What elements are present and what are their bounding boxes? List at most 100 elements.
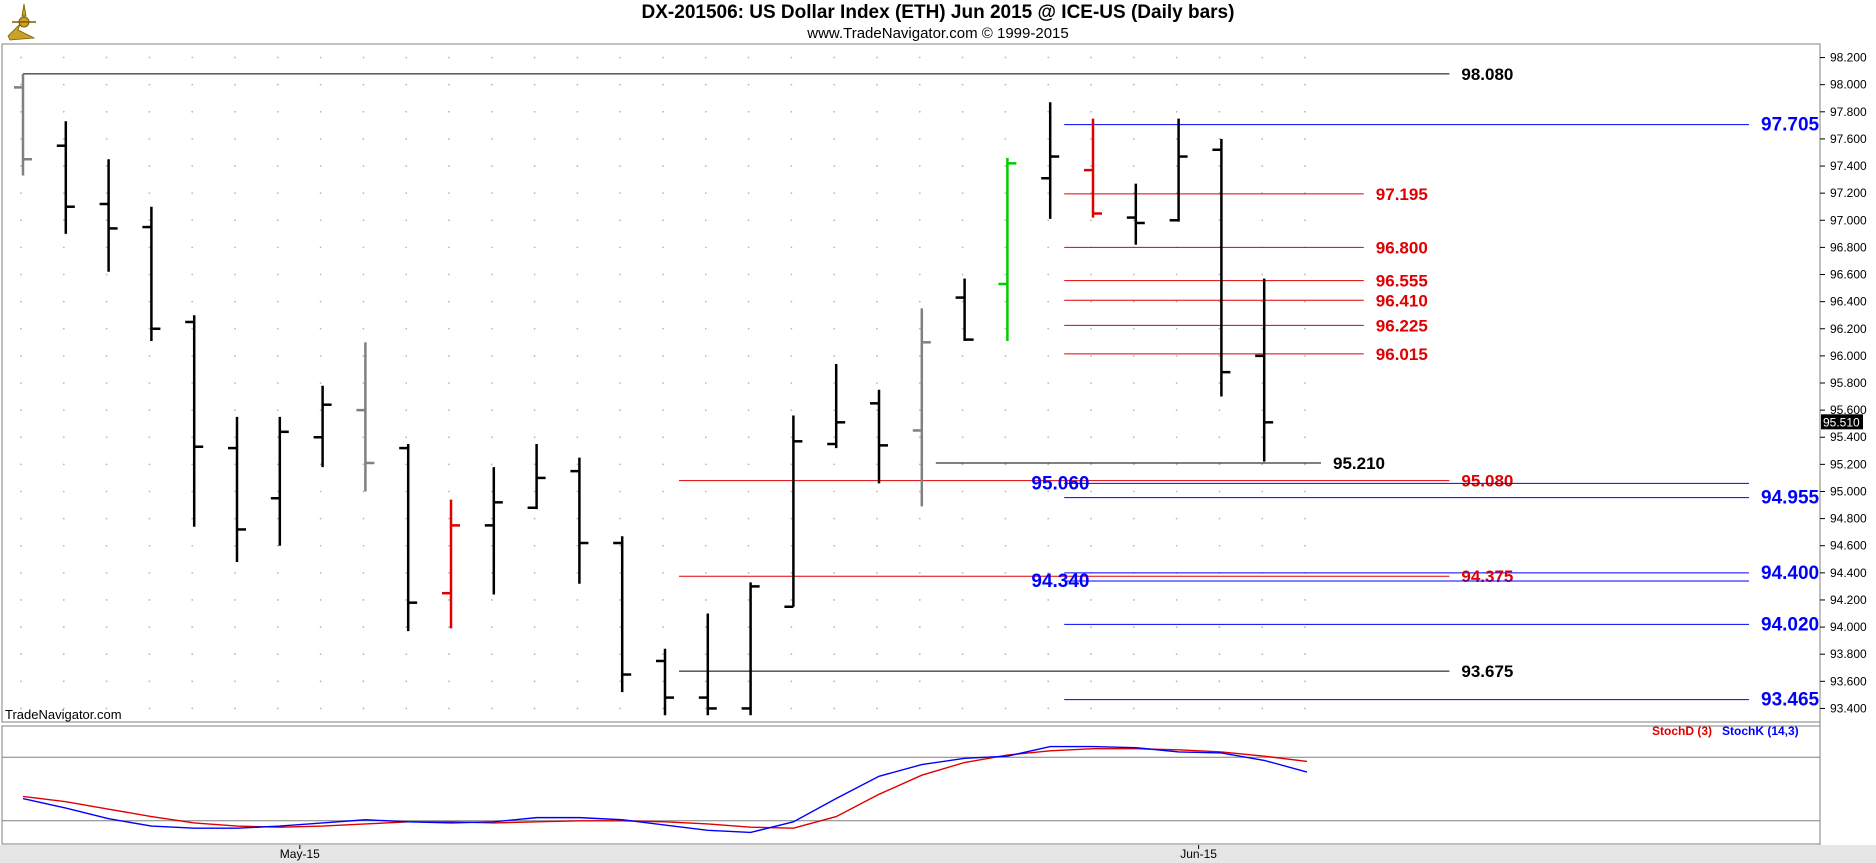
grid-dot (362, 382, 365, 384)
grid-dot (490, 300, 493, 303)
stoch-series-line (22, 745, 1308, 834)
grid-dot (319, 707, 322, 710)
grid-dot (191, 354, 194, 357)
grid-dot (191, 680, 194, 683)
grid-dot (662, 219, 664, 222)
grid-dot (619, 83, 622, 86)
grid-dot (662, 327, 664, 330)
grid-dot (191, 490, 194, 493)
grid-dot (276, 83, 279, 86)
grid-dot (918, 83, 921, 86)
grid-dot (1304, 56, 1306, 59)
grid-dot (191, 273, 194, 276)
grid-dot (1175, 327, 1178, 330)
grid-dot (191, 83, 194, 86)
grid-dot (1132, 138, 1135, 140)
grid-dot (490, 490, 493, 493)
grid-dot (1132, 680, 1135, 683)
grid-dot (533, 192, 536, 195)
axes: 98.200 98.000 97.800 97.600 97.400 97.200 97.0… (0, 43, 1876, 863)
grid-dot (405, 110, 408, 113)
grid-dot (191, 463, 194, 466)
y-tick-label: 97.400 (1830, 159, 1867, 173)
grid-dot (619, 463, 622, 466)
grid-dot (747, 192, 750, 195)
grid-dot (448, 165, 450, 167)
grid-dot (876, 273, 878, 276)
grid-dot (619, 490, 622, 493)
grid-dot (704, 219, 707, 222)
grid-dot (704, 653, 707, 656)
grid-dot (1047, 571, 1050, 574)
grid-dot (619, 599, 622, 601)
grid-dot (62, 219, 65, 222)
grid-dot (918, 246, 921, 249)
grid-dot (1132, 219, 1135, 222)
grid-dot (747, 517, 750, 520)
grid-dot (319, 354, 322, 357)
grid-dot (62, 246, 65, 249)
grid-dot (62, 544, 65, 547)
grid-dot (747, 544, 750, 547)
grid-dot (62, 165, 65, 167)
grid-dot (1004, 219, 1007, 222)
grid-dot (191, 707, 194, 710)
grid-dot (576, 192, 579, 195)
grid-dot (790, 83, 793, 86)
grid-dot (704, 599, 707, 601)
grid-dot (790, 110, 793, 113)
grid-dot (1047, 192, 1050, 195)
grid-dot (448, 273, 450, 276)
grid-dot (533, 300, 536, 303)
grid-dot (362, 599, 365, 601)
grid-dot (790, 490, 793, 493)
grid-dot (1047, 83, 1050, 86)
grid-dot (1304, 626, 1306, 628)
grid-dot (1175, 599, 1178, 601)
grid-dot (276, 246, 279, 249)
x-tick-label: Jun-15 (1180, 847, 1217, 861)
grid-dot (148, 327, 151, 330)
grid-dot (790, 273, 793, 276)
grid-dot (876, 354, 878, 357)
grid-dot (1047, 463, 1050, 466)
grid-dot (1218, 409, 1221, 412)
grid-dot (961, 409, 964, 412)
grid-dot (533, 138, 536, 140)
grid-dot (1261, 463, 1264, 466)
grid-dot (20, 599, 22, 601)
y-tick-label: 95.600 (1830, 403, 1867, 417)
grid-dot (533, 680, 536, 683)
grid-dot (1004, 110, 1007, 113)
grid-dot (790, 653, 793, 656)
grid-dot (576, 219, 579, 222)
grid-dot (790, 56, 793, 59)
grid-dot (405, 626, 408, 628)
grid-dot (1132, 463, 1135, 466)
grid-dot (448, 653, 450, 656)
grid-dot (576, 110, 579, 113)
grid-dot (1132, 653, 1135, 656)
grid-dot (576, 354, 579, 357)
grid-dot (105, 354, 108, 357)
grid-dot (533, 246, 536, 249)
grid-dot (148, 653, 151, 656)
grid-dot (1175, 680, 1178, 683)
grid-dot (662, 56, 664, 59)
grid-dot (362, 246, 365, 249)
grid-dot (747, 300, 750, 303)
grid-dot (1047, 273, 1050, 276)
grid-dot (1047, 707, 1050, 710)
y-tick-label: 97.800 (1830, 105, 1867, 119)
grid-dot (1047, 599, 1050, 601)
grid-dot (362, 571, 365, 574)
grid-dot (1004, 626, 1007, 628)
grid-dot (961, 436, 964, 439)
grid-dot (747, 626, 750, 628)
grid-dot (704, 327, 707, 330)
grid-dot (790, 409, 793, 412)
grid-dot (148, 300, 151, 303)
grid-dot (490, 83, 493, 86)
grid-dot (662, 680, 664, 683)
